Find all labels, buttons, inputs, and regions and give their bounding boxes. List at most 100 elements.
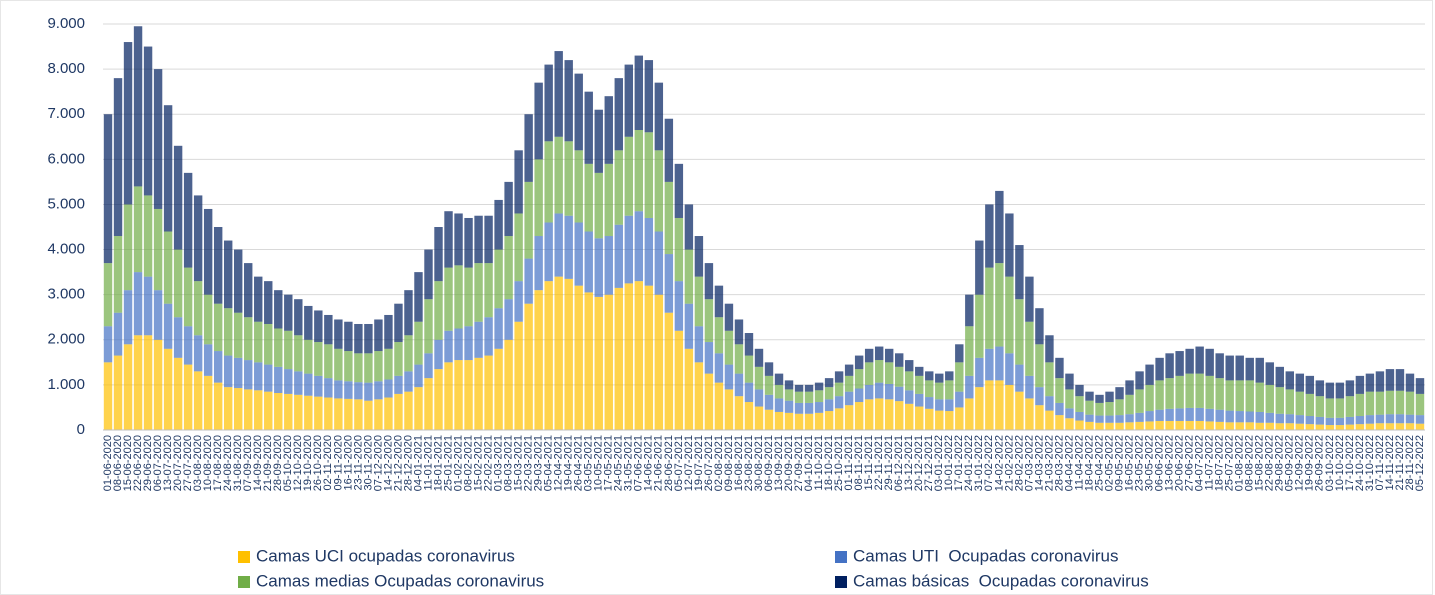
bar-segment	[434, 227, 443, 282]
bar-segment	[1385, 390, 1395, 415]
bar-segment	[1355, 375, 1365, 394]
bar-segment	[1125, 380, 1134, 395]
bar-segment	[724, 303, 734, 331]
bar-segment	[354, 382, 363, 400]
bar-segment	[724, 389, 734, 430]
x-tick-label: 18-10-2021	[823, 435, 835, 491]
x-tick-label: 28-06-2021	[663, 435, 675, 491]
bar-segment	[454, 213, 463, 266]
x-tick-label: 22-06-2020	[132, 435, 144, 491]
bar-segment	[484, 355, 493, 430]
bar-segment	[804, 384, 814, 392]
x-tick-label: 22-11-2021	[873, 435, 885, 490]
bar-segment	[1405, 373, 1415, 392]
x-tick-label: 24-05-2021	[613, 435, 625, 491]
bar-segment	[704, 342, 714, 374]
bar-segment	[1415, 423, 1425, 430]
bar-segment	[664, 312, 674, 430]
bar-segment	[103, 326, 113, 363]
bar-segment	[1005, 353, 1014, 385]
bar-segment	[1195, 420, 1204, 430]
bar-segment	[864, 384, 874, 400]
bar-segment	[1315, 396, 1325, 417]
x-tick-label: 27-12-2021	[923, 435, 935, 491]
bar-segment	[193, 281, 203, 336]
bar-segment	[774, 398, 784, 412]
bar-segment	[494, 308, 503, 349]
bar-segment	[414, 321, 423, 365]
bar-segment	[233, 357, 243, 389]
bar-segment	[1275, 423, 1284, 430]
bar-segment	[674, 281, 684, 331]
bar-segment	[844, 375, 854, 392]
bar-segment	[714, 382, 724, 430]
bar-segment	[1275, 413, 1284, 424]
x-tick-label: 05-07-2021	[673, 435, 685, 491]
bar-segment	[714, 285, 724, 318]
bar-segment	[1215, 353, 1224, 379]
bar-segment	[384, 397, 393, 430]
bar-segment	[1375, 371, 1385, 392]
bar-segment	[624, 136, 634, 216]
bar-segment	[584, 231, 593, 293]
bar-segment	[304, 305, 313, 340]
bar-segment	[884, 362, 894, 384]
bar-segment	[624, 64, 634, 137]
bar-segment	[1335, 425, 1345, 430]
bar-segment	[203, 375, 213, 430]
bar-segment	[223, 308, 233, 356]
bar-segment	[143, 276, 153, 336]
bar-segment	[1345, 416, 1355, 425]
bar-segment	[524, 258, 533, 304]
bar-segment	[1345, 380, 1355, 397]
bar-segment	[754, 406, 764, 430]
x-tick-label: 05-09-2022	[1284, 435, 1296, 491]
bar-segment	[794, 413, 804, 430]
x-tick-label: 03-01-2022	[933, 435, 945, 491]
bar-segment	[254, 362, 263, 391]
bar-segment	[143, 195, 153, 277]
bar-segment	[1245, 380, 1254, 412]
bar-segment	[1235, 380, 1244, 412]
bar-segment	[844, 364, 854, 376]
bar-segment	[1045, 396, 1054, 411]
bar-segment	[1365, 415, 1375, 424]
bar-segment	[874, 346, 884, 361]
bar-segment	[123, 290, 133, 345]
bar-segment	[664, 254, 674, 313]
bar-segment	[624, 283, 634, 430]
y-tick-label: 8.000	[47, 60, 85, 77]
bar-segment	[574, 285, 583, 430]
bar-segment	[1155, 420, 1164, 430]
bar-segment	[514, 321, 523, 430]
x-tick-label: 31-10-2022	[1364, 435, 1376, 491]
bar-segment	[1145, 364, 1154, 385]
bar-segment	[644, 132, 654, 218]
bar-segment	[1045, 362, 1054, 397]
x-tick-label: 05-04-2021	[543, 435, 555, 491]
bar-segment	[1165, 378, 1174, 409]
x-tick-label: 21-02-2022	[1003, 435, 1015, 491]
x-tick-label: 02-08-2021	[713, 435, 725, 491]
bar-segment	[1015, 299, 1024, 365]
bar-segment	[1245, 357, 1254, 381]
x-tick-label: 21-09-2020	[262, 435, 274, 491]
bar-segment	[1285, 371, 1295, 390]
bar-segment	[494, 199, 503, 250]
bar-segment	[624, 215, 634, 284]
bar-segment	[975, 294, 984, 358]
bar-segment	[464, 326, 473, 361]
bar-segment	[244, 317, 253, 361]
bar-segment	[1335, 417, 1345, 426]
bar-segment	[1245, 411, 1254, 423]
x-tick-label: 27-07-2020	[182, 435, 194, 491]
bar-segment	[1375, 423, 1385, 430]
bar-segment	[294, 299, 303, 336]
bar-segment	[374, 351, 383, 382]
bar-segment	[1275, 366, 1284, 388]
bar-segment	[554, 51, 563, 137]
bar-segment	[754, 389, 764, 407]
y-tick-label: 9.000	[47, 15, 85, 32]
bar-segment	[424, 353, 433, 379]
